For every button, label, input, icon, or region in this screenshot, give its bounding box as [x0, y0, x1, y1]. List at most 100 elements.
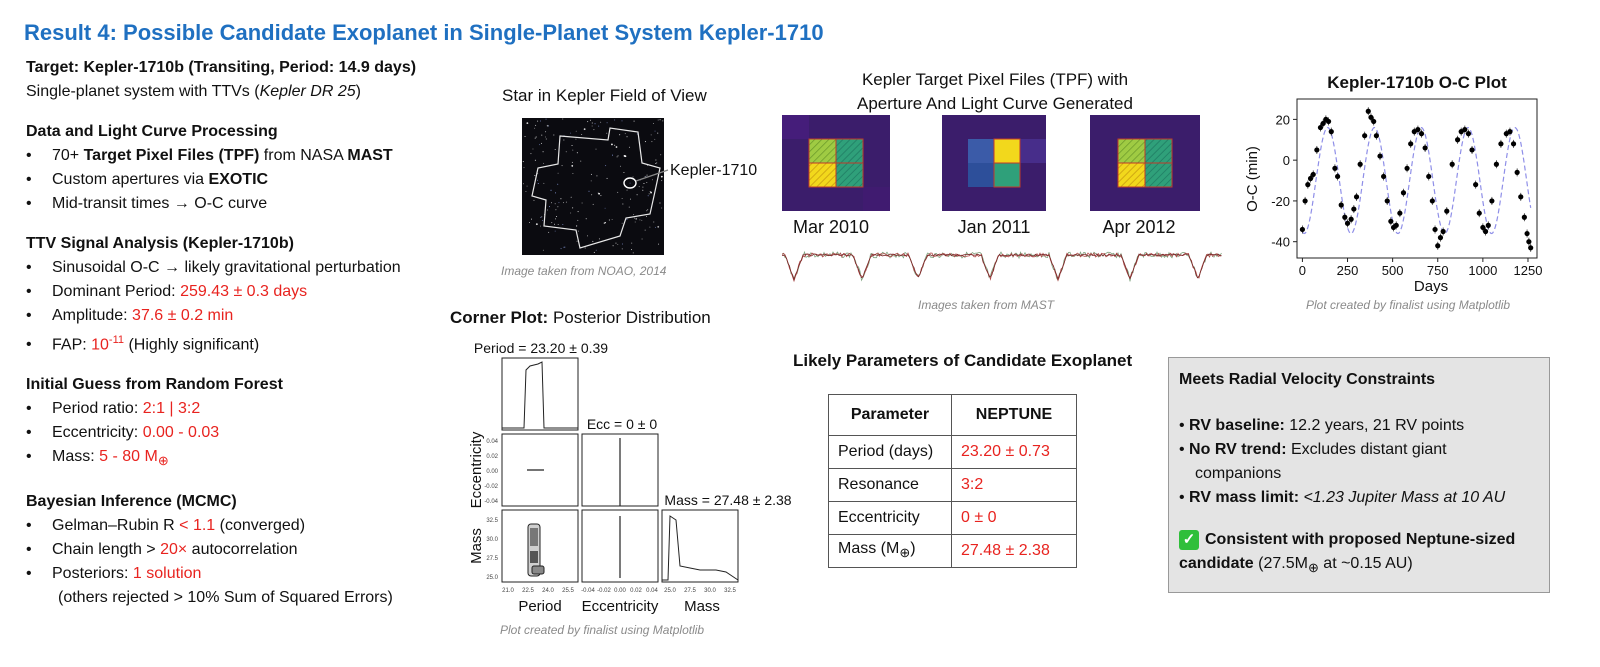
oc-point [1377, 153, 1383, 159]
section-heading: Data and Light Curve Processing [26, 123, 278, 140]
oc-point [1480, 224, 1486, 231]
oc-point [1476, 210, 1482, 216]
star-dot [545, 118, 547, 120]
star-caption: Image taken from NOAO, 2014 [501, 264, 667, 278]
star-dot [542, 151, 544, 153]
left-column: Target: Kepler-1710b (Transiting, Period… [26, 56, 476, 626]
star-dot [632, 252, 634, 254]
tpf-images: Mar 2010 Jan 2011 Apr 2012 [782, 115, 1222, 283]
tpf-heading: Kepler Target Pixel Files (TPF) with Ape… [857, 70, 1133, 113]
oc-point [1422, 145, 1428, 151]
marker-label: Kepler-1710 [670, 162, 757, 179]
table-cell: 23.20 ± 0.73 [951, 435, 1077, 469]
star-dot [598, 192, 601, 195]
page-title: Result 4: Possible Candidate Exoplanet i… [24, 20, 824, 45]
star-dot [628, 206, 630, 208]
star-dot [626, 189, 628, 191]
oc-xtick-label: 750 [1427, 263, 1449, 278]
star-dot [526, 185, 528, 187]
table-cell: Mass (M⊕) [828, 534, 952, 568]
star-dot [591, 122, 593, 124]
star-dot [623, 172, 625, 174]
star-panel-heading: Star in Kepler Field of View [502, 86, 707, 105]
star-dot [541, 216, 543, 218]
oc-x-axis: 0 250 500 750 1000 1250 [1299, 258, 1542, 278]
star-dot [600, 195, 602, 197]
consistent-line-2: candidate (27.5M⊕ at ~0.15 AU) [1179, 555, 1413, 576]
oc-point [1524, 230, 1530, 237]
svg-text:-0.04: -0.04 [484, 499, 498, 505]
table-cell: Eccentricity [828, 501, 952, 535]
oc-ylabel: O-C (min) [1244, 146, 1261, 212]
oc-point [1357, 161, 1363, 167]
star-dot [650, 134, 652, 136]
star-dot [647, 195, 649, 197]
star-dot [649, 190, 651, 192]
star-dot [654, 226, 656, 228]
star-dot [660, 154, 662, 156]
star-dot [598, 125, 600, 127]
star-field-image: Kepler-1710 [522, 118, 757, 255]
list-item: • RV baseline: 12.2 years, 21 RV points [1179, 417, 1465, 434]
star-dot [614, 144, 616, 146]
star-dot [577, 211, 579, 213]
star-dot [642, 189, 644, 191]
mass-xlabel: Mass [684, 598, 720, 615]
star-dot [571, 164, 574, 167]
oc-point [1449, 161, 1455, 167]
section-heading: TTV Signal Analysis (Kepler-1710b) [26, 235, 294, 252]
star-dot [587, 121, 589, 123]
star-dot [558, 202, 560, 204]
star-dot [621, 243, 623, 245]
oc-point [1365, 108, 1371, 114]
star-dot [562, 118, 564, 120]
star-dot [617, 155, 619, 157]
star-dot [583, 128, 586, 131]
star-dot [608, 219, 610, 221]
star-dot [623, 155, 626, 157]
oc-point [1429, 198, 1435, 204]
star-dot [577, 230, 579, 232]
oc-point [1526, 239, 1532, 245]
oc-point [1397, 210, 1403, 216]
mass-period-frame [501, 509, 579, 583]
list-item: • Chain length > 20× autocorrelation [26, 540, 298, 558]
ecc-title: Ecc = 0 ± 0 [587, 416, 658, 432]
star-dot [570, 196, 572, 198]
mass-hist-frame [661, 509, 739, 583]
star-dot [629, 198, 631, 200]
oc-plot-title: Kepler-1710b O-C Plot [1327, 73, 1507, 92]
star-dot [534, 137, 536, 139]
rv-heading: Meets Radial Velocity Constraints [1179, 371, 1436, 388]
tpf-image-mar-2010 [782, 115, 890, 211]
oc-point [1493, 161, 1499, 167]
list-item: • Posteriors: 1 solution [26, 564, 202, 582]
star-dot [644, 175, 646, 177]
svg-text:30.0: 30.0 [486, 537, 498, 543]
ttv-block: TTV Signal Analysis (Kepler-1710b) • Sinu… [26, 232, 476, 357]
star-dot [634, 221, 636, 223]
oc-point [1462, 126, 1468, 133]
svg-text:24.0: 24.0 [542, 588, 554, 594]
star-dot [621, 222, 623, 224]
star-dot [543, 182, 545, 184]
star-dot [585, 218, 587, 220]
oc-point [1514, 169, 1520, 175]
oc-data-points [1299, 107, 1534, 252]
list-item: • FAP: 10-11 (Highly significant) [26, 334, 260, 354]
star-dot [617, 243, 619, 245]
table-cell: Resonance [828, 468, 952, 502]
oc-point [1444, 208, 1450, 214]
star-dot [641, 219, 643, 221]
corner-caption: Plot created by finalist using Matplotli… [500, 623, 705, 637]
star-dot [595, 148, 597, 150]
corner-ticks: 0.04 0.02 0.00 -0.02 -0.04 32.5 30.0 27.… [484, 439, 736, 594]
star-dot [570, 132, 572, 134]
star-dot [636, 194, 638, 196]
star-dot [555, 209, 557, 211]
period-xlabel: Period [518, 598, 561, 615]
star-dot [572, 149, 574, 151]
star-dot [545, 131, 547, 133]
star-dot [604, 207, 606, 209]
star-dot [633, 214, 635, 216]
